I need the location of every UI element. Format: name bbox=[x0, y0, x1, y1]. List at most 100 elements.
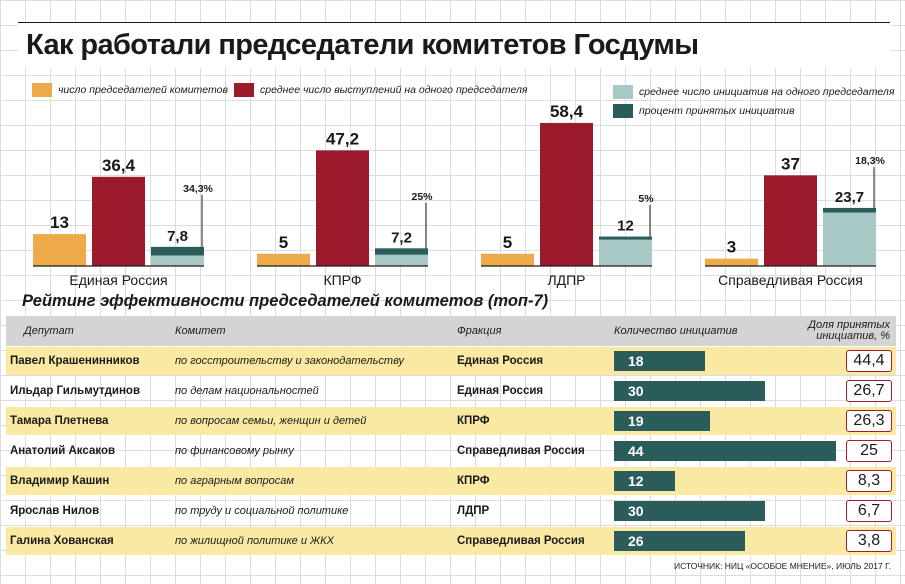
bar-label-initiatives-1: 7,2 bbox=[391, 229, 412, 246]
legend-label-initiatives: среднее число инициатив на одного предсе… bbox=[639, 86, 895, 98]
accepted-label-2: 5% bbox=[638, 193, 654, 205]
initiatives-value: 30 bbox=[628, 503, 644, 519]
table-row: Тамара Плетнева по вопросам семьи, женщин… bbox=[6, 407, 896, 435]
faction-name: Единая Россия bbox=[457, 385, 544, 397]
committee-name: по финансовому рынку bbox=[175, 445, 294, 457]
share-value: 26,3 bbox=[846, 410, 892, 432]
initiatives-bar bbox=[614, 351, 705, 371]
legend-item-speeches: среднее число выступлений на одного пред… bbox=[234, 83, 527, 97]
rating-title: Рейтинг эффективности председателей коми… bbox=[22, 292, 549, 310]
initiatives-value: 30 bbox=[628, 383, 644, 399]
initiatives-value: 18 bbox=[628, 353, 644, 369]
deputy-name: Тамара Плетнева bbox=[10, 415, 109, 427]
deputy-name: Анатолий Аксаков bbox=[10, 445, 116, 457]
table-row: Галина Хованская по жилищной политике и Ж… bbox=[6, 527, 896, 555]
faction-name: Справедливая Россия bbox=[457, 535, 585, 547]
bar-chairs-0 bbox=[33, 234, 86, 266]
table-header: Депутат Комитет Фракция Количество иници… bbox=[6, 316, 896, 346]
table-row: Ярослав Нилов по труду и социальной полит… bbox=[6, 497, 896, 525]
committee-name: по труду и социальной политике bbox=[175, 505, 349, 517]
share-value: 3,8 bbox=[846, 530, 892, 552]
header-initiatives: Количество инициатив bbox=[614, 325, 738, 337]
legend-label-speeches: среднее число выступлений на одного пред… bbox=[260, 84, 528, 96]
table-row: Анатолий Аксаков по финансовому рынку Спра… bbox=[6, 437, 896, 465]
legend-label-chairs: число председателей комитетов bbox=[58, 84, 228, 96]
deputy-name: Галина Хованская bbox=[10, 535, 114, 547]
page-title: Как работали председатели комитетов Госд… bbox=[26, 29, 699, 61]
share-value: 26,7 bbox=[846, 380, 892, 402]
accepted-label-1: 25% bbox=[411, 191, 433, 203]
initiatives-bar bbox=[614, 531, 746, 551]
accepted-label-3: 18,3% bbox=[855, 155, 885, 167]
deputy-name: Владимир Кашин bbox=[10, 475, 110, 487]
share-value: 8,3 bbox=[846, 470, 892, 492]
initiatives-value: 19 bbox=[628, 413, 644, 429]
table-row: Ильдар Гильмутдинов по делам национальнос… bbox=[6, 377, 896, 405]
bar-speeches-1 bbox=[316, 150, 369, 266]
initiatives-value: 44 bbox=[628, 443, 644, 459]
bar-label-initiatives-3: 23,7 bbox=[835, 189, 864, 206]
legend-item-chairs: число председателей комитетов bbox=[32, 83, 228, 97]
table-row: Владимир Кашин по аграрным вопросам КПРФ 12… bbox=[6, 467, 896, 495]
bar-label-chairs-1: 5 bbox=[279, 233, 288, 252]
deputy-name: Ярослав Нилов bbox=[10, 505, 100, 517]
category-label-1: КПРФ bbox=[323, 272, 361, 288]
committee-name: по делам национальностей bbox=[175, 385, 319, 397]
accepted-band-3 bbox=[823, 207, 876, 213]
faction-name: КПРФ bbox=[457, 415, 490, 427]
initiatives-bar bbox=[614, 441, 836, 461]
source-note: ИСТОЧНИК: НИЦ «ОСОБОЕ МНЕНИЕ», ИЮЛЬ 2017… bbox=[674, 561, 891, 571]
header-committee: Комитет bbox=[175, 325, 226, 337]
header-share: Доля принятых инициатив, % bbox=[808, 319, 890, 342]
bar-speeches-2 bbox=[540, 122, 593, 266]
faction-name: КПРФ bbox=[457, 475, 490, 487]
bar-label-speeches-1: 47,2 bbox=[326, 129, 359, 148]
bar-speeches-3 bbox=[764, 175, 817, 266]
legend-swatch-initiatives bbox=[613, 85, 633, 99]
accepted-band-2 bbox=[599, 236, 652, 240]
bar-label-initiatives-2: 12 bbox=[617, 218, 634, 235]
bar-label-chairs-0: 13 bbox=[50, 213, 69, 232]
category-label-3: Справедливая Россия bbox=[718, 272, 863, 288]
committee-name: по госстроительству и законодательству bbox=[175, 355, 404, 367]
category-label-2: ЛДПР bbox=[547, 272, 585, 288]
bar-speeches-0 bbox=[92, 176, 145, 266]
committee-name: по аграрным вопросам bbox=[175, 475, 294, 487]
initiatives-bar bbox=[614, 411, 710, 431]
bar-initiatives-3 bbox=[823, 207, 876, 266]
header-deputy: Депутат bbox=[24, 325, 74, 337]
bar-label-chairs-2: 5 bbox=[503, 233, 512, 252]
bar-chairs-1 bbox=[257, 253, 310, 266]
legend-swatch-chairs bbox=[32, 83, 52, 97]
faction-name: Единая Россия bbox=[457, 355, 544, 367]
deputy-name: Павел Крашенинников bbox=[10, 355, 140, 367]
header-faction: Фракция bbox=[457, 325, 502, 337]
bar-label-speeches-0: 36,4 bbox=[102, 156, 136, 175]
bar-label-speeches-3: 37 bbox=[781, 154, 800, 173]
share-value: 25 bbox=[846, 440, 892, 462]
committee-name: по жилищной политике и ЖКХ bbox=[175, 535, 334, 547]
table-row: Павел Крашенинников по госстроительству и… bbox=[6, 347, 896, 375]
bar-label-initiatives-0: 7,8 bbox=[167, 228, 188, 245]
accepted-band-1 bbox=[375, 248, 428, 255]
legend-swatch-accepted bbox=[613, 104, 633, 118]
share-value: 6,7 bbox=[846, 500, 892, 522]
initiatives-bar bbox=[614, 471, 675, 491]
faction-name: Справедливая Россия bbox=[457, 445, 585, 457]
committee-name: по вопросам семьи, женщин и детей bbox=[175, 415, 367, 427]
title-box bbox=[18, 22, 890, 68]
faction-bar-chart: 13 36,4 7,8 34,3% Единая Россия 5 47,2 7,2 25% КП… bbox=[33, 102, 886, 288]
bar-label-speeches-2: 58,4 bbox=[550, 102, 584, 121]
initiatives-value: 12 bbox=[628, 473, 644, 489]
share-value: 44,4 bbox=[846, 350, 892, 372]
faction-name: ЛДПР bbox=[457, 505, 490, 517]
accepted-band-0 bbox=[151, 246, 204, 256]
initiatives-bar bbox=[614, 381, 766, 401]
bar-chairs-2 bbox=[481, 253, 534, 266]
legend-item-initiatives: среднее число инициатив на одного предсе… bbox=[613, 85, 894, 99]
initiatives-bar bbox=[614, 501, 766, 521]
bar-label-chairs-3: 3 bbox=[727, 238, 736, 257]
legend-label-accepted: процент принятых инициатив bbox=[639, 105, 795, 117]
category-label-0: Единая Россия bbox=[69, 272, 167, 288]
bar-chairs-3 bbox=[705, 258, 758, 266]
